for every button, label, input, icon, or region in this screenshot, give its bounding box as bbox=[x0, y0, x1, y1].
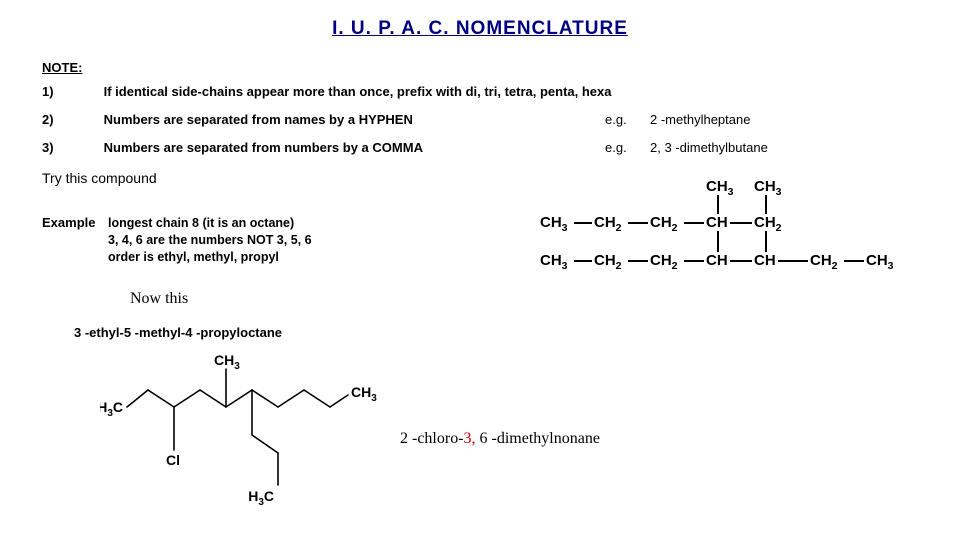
bond bbox=[174, 390, 200, 407]
bond bbox=[304, 390, 330, 407]
rule-3-eg-val: 2, 3 -dimethylbutane bbox=[650, 140, 768, 155]
rule-2: 2) Numbers are separated from names by a… bbox=[42, 112, 413, 127]
mol2-answer: 2 -chloro-3, 6 -dimethylnonane bbox=[400, 430, 600, 448]
bond bbox=[330, 395, 348, 407]
atom-label: CH2 bbox=[594, 252, 622, 272]
bond bbox=[574, 222, 592, 224]
atom-label: CH2 bbox=[650, 214, 678, 234]
atom-label: CH3 bbox=[866, 252, 894, 272]
atom-label: H3C bbox=[100, 399, 123, 419]
bond bbox=[717, 195, 719, 214]
rule-2-tail: HYPHEN bbox=[359, 112, 413, 127]
try-label: Try this compound bbox=[42, 170, 157, 186]
rule-1: 1) If identical side-chains appear more … bbox=[42, 84, 612, 99]
atom-label: CH2 bbox=[754, 214, 782, 234]
example-line-1: longest chain 8 (it is an octane) bbox=[108, 215, 312, 232]
rule-3: 3) Numbers are separated from numbers by… bbox=[42, 140, 423, 155]
atom-label: CH3 bbox=[540, 214, 568, 234]
bond bbox=[148, 390, 174, 407]
bond bbox=[278, 390, 304, 407]
mol2-name: 3 -ethyl-5 -methyl-4 -propyloctane bbox=[74, 325, 282, 340]
example-line-2: 3, 4, 6 are the numbers NOT 3, 5, 6 bbox=[108, 232, 312, 249]
rule-2-eg: e.g. bbox=[605, 112, 627, 127]
example-text: longest chain 8 (it is an octane) 3, 4, … bbox=[108, 215, 312, 266]
bond bbox=[730, 222, 752, 224]
rule-3-eg: e.g. bbox=[605, 140, 627, 155]
atom-label: Cl bbox=[166, 452, 180, 468]
example-label: Example bbox=[42, 215, 95, 230]
bond bbox=[226, 390, 252, 407]
now-this-label: Now this bbox=[130, 290, 188, 308]
bond bbox=[684, 260, 704, 262]
atom-label: CH3 bbox=[540, 252, 568, 272]
atom-label: CH bbox=[706, 252, 728, 269]
molecule-2: CH3 H3C CH3 Cl H3C bbox=[100, 345, 380, 515]
bond bbox=[574, 260, 592, 262]
rule-1-num: 1) bbox=[42, 84, 100, 99]
mol2-answer-hl: 3, bbox=[464, 430, 476, 447]
mol2-answer-a: 2 -chloro- bbox=[400, 430, 464, 447]
bond bbox=[127, 390, 148, 407]
bond bbox=[252, 390, 278, 407]
atom-label: CH3 bbox=[351, 384, 377, 404]
rule-3-num: 3) bbox=[42, 140, 100, 155]
atom-label: CH3 bbox=[754, 178, 782, 198]
atom-label: H3C bbox=[248, 488, 274, 508]
atom-label: CH2 bbox=[650, 252, 678, 272]
rule-2-num: 2) bbox=[42, 112, 100, 127]
bond bbox=[684, 222, 704, 224]
bond bbox=[628, 222, 648, 224]
atom-label: CH3 bbox=[706, 178, 734, 198]
bond bbox=[730, 260, 752, 262]
bond bbox=[765, 195, 767, 214]
rule-1-tail: di, tri, tetra, penta, hexa bbox=[466, 84, 612, 99]
example-line-3: order is ethyl, methyl, propyl bbox=[108, 249, 312, 266]
atom-label: CH bbox=[754, 252, 776, 269]
rule-3-text: Numbers are separated from numbers by a bbox=[104, 140, 369, 155]
bond bbox=[765, 231, 767, 252]
atom-label: CH3 bbox=[214, 352, 240, 372]
bond bbox=[252, 435, 278, 453]
rule-2-text: Numbers are separated from names by a bbox=[104, 112, 355, 127]
page-title: I. U. P. A. C. NOMENCLATURE bbox=[0, 18, 960, 40]
bond bbox=[717, 231, 719, 252]
mol2-answer-c: 6 -dimethylnonane bbox=[476, 430, 600, 447]
bond bbox=[200, 390, 226, 407]
atom-label: CH2 bbox=[810, 252, 838, 272]
rule-3-tail: COMMA bbox=[372, 140, 423, 155]
bond bbox=[778, 260, 808, 262]
rule-1-text: If identical side-chains appear more tha… bbox=[104, 84, 462, 99]
bond bbox=[628, 260, 648, 262]
atom-label: CH2 bbox=[594, 214, 622, 234]
atom-label: CH bbox=[706, 214, 728, 231]
note-label: NOTE: bbox=[42, 60, 82, 75]
bond bbox=[844, 260, 864, 262]
rule-2-eg-val: 2 -methylheptane bbox=[650, 112, 750, 127]
